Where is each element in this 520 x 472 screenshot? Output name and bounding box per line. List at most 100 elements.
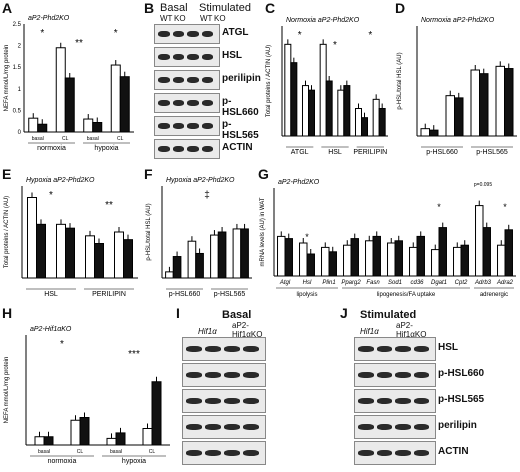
bar-wt-3 [142, 428, 153, 446]
sub-label: basal [110, 449, 122, 455]
sub-label: CL [117, 136, 124, 142]
bar-ko-2 [217, 231, 227, 279]
group-label: PERILIPIN [353, 149, 387, 156]
bar-wt-1 [70, 419, 81, 446]
significance-mark: * [503, 202, 507, 212]
y-axis-label: NEFA mmol/L/mg protein [4, 357, 10, 424]
bar-wt-4 [354, 108, 362, 137]
gene-label: Cpt2 [455, 280, 468, 286]
blot-b-genotype-3: WT [200, 14, 213, 23]
blot-strip [354, 441, 436, 465]
blot-strip [182, 441, 266, 465]
blot-band [187, 54, 199, 60]
y-tick-label: 1 [18, 87, 22, 93]
chart-d: p-HSL/total HSL (AU) Normoxia aP2-Phd2KO p… [397, 17, 517, 156]
bar-wt-7 [431, 249, 440, 277]
blot-band [413, 450, 429, 456]
blot-band [395, 398, 411, 404]
group-label: normoxia [48, 458, 77, 465]
blot-band [376, 346, 392, 352]
y-axis-label: mRNA levels (AU) in WAT [260, 197, 266, 266]
bar-ko-5 [378, 108, 386, 137]
p-value-label: p=0.095 [474, 182, 492, 188]
bar-ko-0 [429, 129, 439, 137]
blot-row-label: p-HSL660 [438, 368, 485, 379]
gene-label: Hsl [303, 280, 312, 286]
chart-title: Hypoxia aP2-Phd2KO [26, 177, 95, 184]
blot-band [186, 424, 202, 430]
blot-band [205, 424, 221, 430]
blot-strip [154, 24, 220, 44]
y-tick-label: 0 [18, 130, 22, 136]
bar-ko-8 [460, 244, 469, 277]
bar-wt-2 [319, 43, 327, 137]
bar-wt-0 [284, 43, 292, 137]
sub-label: basal [87, 136, 99, 142]
group-label: PERILIPIN [92, 291, 126, 298]
gene-label: Adra2 [496, 280, 514, 286]
blot-band [158, 77, 170, 83]
blot-band [413, 346, 429, 352]
gene-label: Plin1 [322, 280, 335, 286]
group-label: normoxia [37, 145, 66, 152]
bar-ko-2 [325, 80, 333, 137]
chart-c: Total proteins / ACTIN (AU) Normoxia aP2-… [266, 17, 388, 156]
blot-b-genotype-1: WT [160, 14, 173, 23]
bar-wt-2 [210, 234, 219, 279]
significance-mark: * [40, 28, 44, 39]
blot-band [243, 450, 259, 456]
blot-b-header-basal: Basal [160, 2, 188, 14]
significance-mark: * [305, 232, 309, 242]
blot-band [158, 146, 170, 152]
significance-mark: * [60, 339, 64, 350]
bar-ko-3 [151, 381, 162, 446]
bar-ko-3 [350, 238, 359, 277]
blot-band [376, 398, 392, 404]
chart-f: p-HSL/total HSL (AU) Hypoxia aP2-Phd2KO p-… [146, 177, 252, 298]
bar-wt-6 [409, 246, 418, 277]
blot-band [186, 346, 202, 352]
group-label: p-HSL565 [476, 149, 508, 156]
bar-ko-2 [328, 251, 337, 277]
bar-wt-3 [232, 228, 242, 279]
bar-ko-1 [308, 89, 316, 137]
panel-label-a: A [2, 0, 13, 16]
blot-i-genotype-1: Hif1α [198, 327, 217, 336]
blot-b-genotype-2: KO [174, 14, 186, 23]
blot-band [172, 54, 184, 60]
bar-wt-3 [337, 89, 345, 137]
blot-band [376, 450, 392, 456]
chart-title: Normoxia aP2-Phd2KO [286, 17, 360, 24]
blot-band [224, 450, 240, 456]
blot-row-label: p-HSL565 [222, 119, 259, 141]
blot-j-genotype-2: aP2-Hif1αKO [396, 321, 427, 339]
bar-ko-0 [36, 223, 46, 279]
blot-band [187, 31, 199, 37]
panel-label-c: C [265, 0, 276, 16]
gene-label: Atgl [279, 280, 291, 286]
gene-label: Fasn [366, 280, 380, 286]
blot-band [205, 372, 221, 378]
bar-ko-1 [306, 253, 315, 277]
blot-band [243, 346, 259, 352]
sub-label: CL [149, 449, 156, 455]
bar-ko-3 [504, 68, 514, 137]
group-label: ATGL [291, 149, 309, 156]
blot-band [358, 424, 374, 430]
blot-band [376, 424, 392, 430]
blot-strip [182, 337, 266, 361]
y-tick-label: 2.5 [13, 22, 22, 28]
significance-mark: *** [128, 349, 140, 360]
blot-j-header: Stimulated [360, 309, 417, 321]
significance-mark: * [114, 28, 118, 39]
gene-label: Dgat1 [431, 280, 447, 286]
group-label: HSL [44, 291, 58, 298]
significance-mark: ** [75, 38, 83, 49]
bar-wt-1 [301, 85, 309, 137]
bar-ko-6 [416, 235, 425, 277]
blot-band [224, 398, 240, 404]
panel-label-j: J [340, 305, 348, 321]
blot-band [201, 77, 213, 83]
blot-band [201, 54, 213, 60]
sub-label: CL [62, 136, 69, 142]
